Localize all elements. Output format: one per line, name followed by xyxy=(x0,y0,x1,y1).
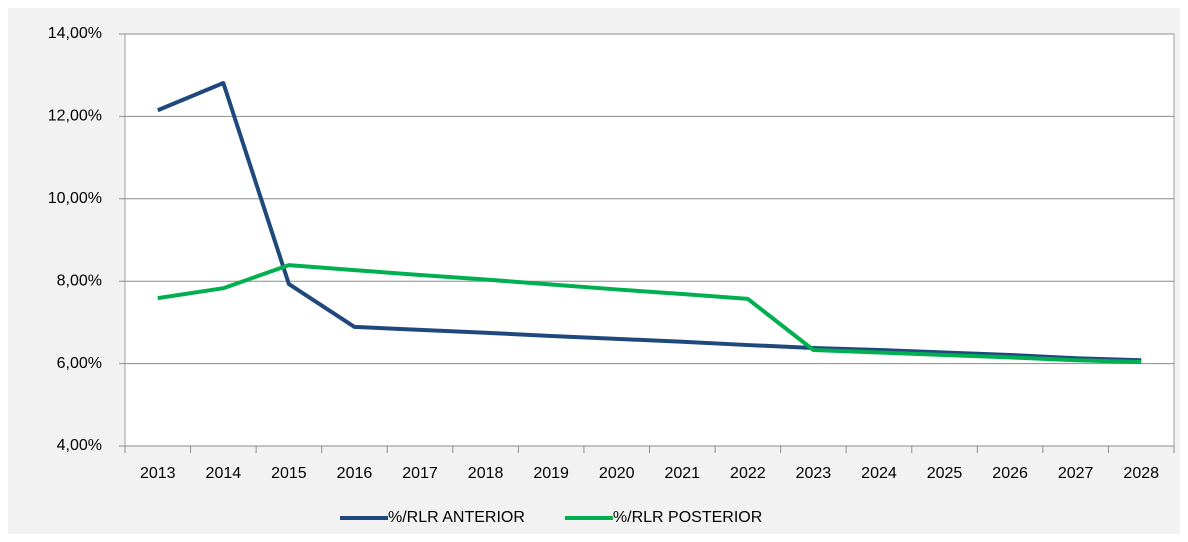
x-tick-label: 2020 xyxy=(599,465,635,482)
x-tick-label: 2022 xyxy=(730,465,766,482)
x-tick-label: 2023 xyxy=(796,465,832,482)
y-tick-label: 4,00% xyxy=(57,437,102,454)
x-tick-label: 2013 xyxy=(140,465,176,482)
x-tick-label: 2028 xyxy=(1123,465,1159,482)
y-tick-label: 8,00% xyxy=(57,272,102,289)
y-tick-label: 12,00% xyxy=(48,108,102,125)
x-tick-label: 2027 xyxy=(1058,465,1094,482)
legend-label: %/RLR ANTERIOR xyxy=(388,509,525,526)
x-tick-label: 2024 xyxy=(861,465,897,482)
series-line xyxy=(157,81,1142,363)
x-tick-label: 2026 xyxy=(992,465,1028,482)
plot-area xyxy=(124,33,1175,447)
y-tick-label: 10,00% xyxy=(48,190,102,207)
x-tick-label: 2021 xyxy=(664,465,700,482)
series-line xyxy=(157,263,1142,364)
y-tick-label: 14,00% xyxy=(48,25,102,42)
y-tick-label: 6,00% xyxy=(57,355,102,372)
x-tick-label: 2015 xyxy=(271,465,307,482)
x-tick-label: 2019 xyxy=(533,465,569,482)
x-tick-label: 2025 xyxy=(927,465,963,482)
x-tick-label: 2014 xyxy=(206,465,242,482)
legend-label: %/RLR POSTERIOR xyxy=(613,509,762,526)
x-tick-label: 2018 xyxy=(468,465,504,482)
x-tick-label: 2016 xyxy=(337,465,373,482)
x-tick-label: 2017 xyxy=(402,465,438,482)
